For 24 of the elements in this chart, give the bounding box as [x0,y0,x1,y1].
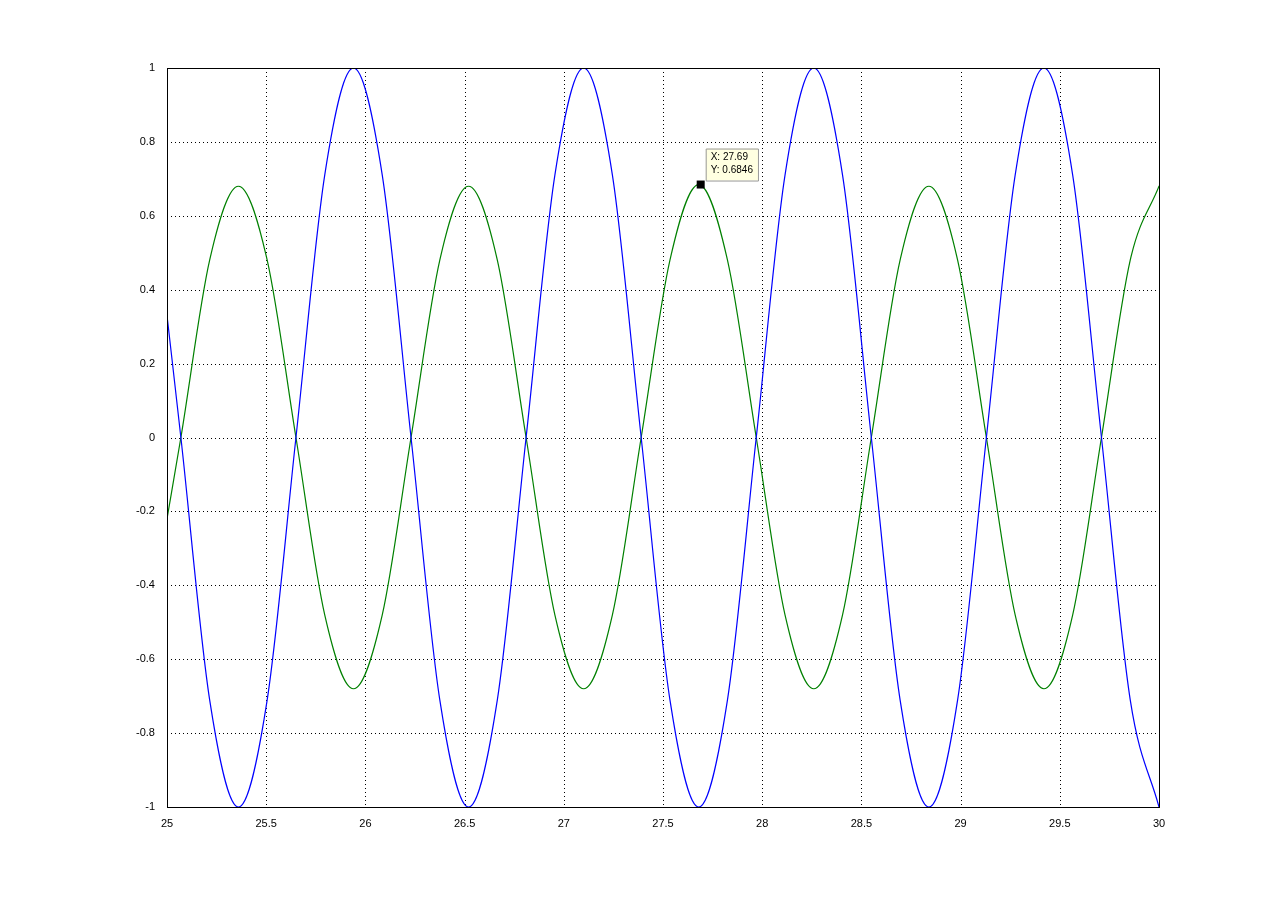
y-tick-label: -0.6 [136,652,155,665]
y-tick-label: -0.4 [136,578,155,591]
x-tick-label: 25 [160,816,174,829]
x-tick-label: 27.5 [652,816,674,829]
y-tick-label: -0.2 [136,504,155,517]
y-tick-label: 0.2 [139,356,155,369]
x-tick-label: 25.5 [255,816,277,829]
x-tick-label: 28.5 [850,816,873,829]
x-tick-label: 26 [359,816,372,829]
y-tick-label: -0.8 [136,726,155,739]
x-tick-label: 29.5 [1049,816,1071,829]
y-tick-label: 0.8 [139,134,155,147]
y-tick-label: -1 [145,800,155,813]
x-tick-label: 26.5 [453,816,476,829]
x-tick-label: 30 [1152,816,1166,829]
line-series [167,68,1159,807]
x-tick-label: 29 [954,816,967,829]
x-tick-label: 28 [756,816,769,829]
y-tick-label: 0 [148,430,155,443]
y-tick-label: 1 [148,61,155,74]
x-tick-label: 27 [557,816,570,829]
y-tick-label: 0.6 [139,208,155,221]
annotation: X: 27.69 Y: 0.6846 [710,151,754,176]
y-tick-label: 0.4 [139,282,155,295]
